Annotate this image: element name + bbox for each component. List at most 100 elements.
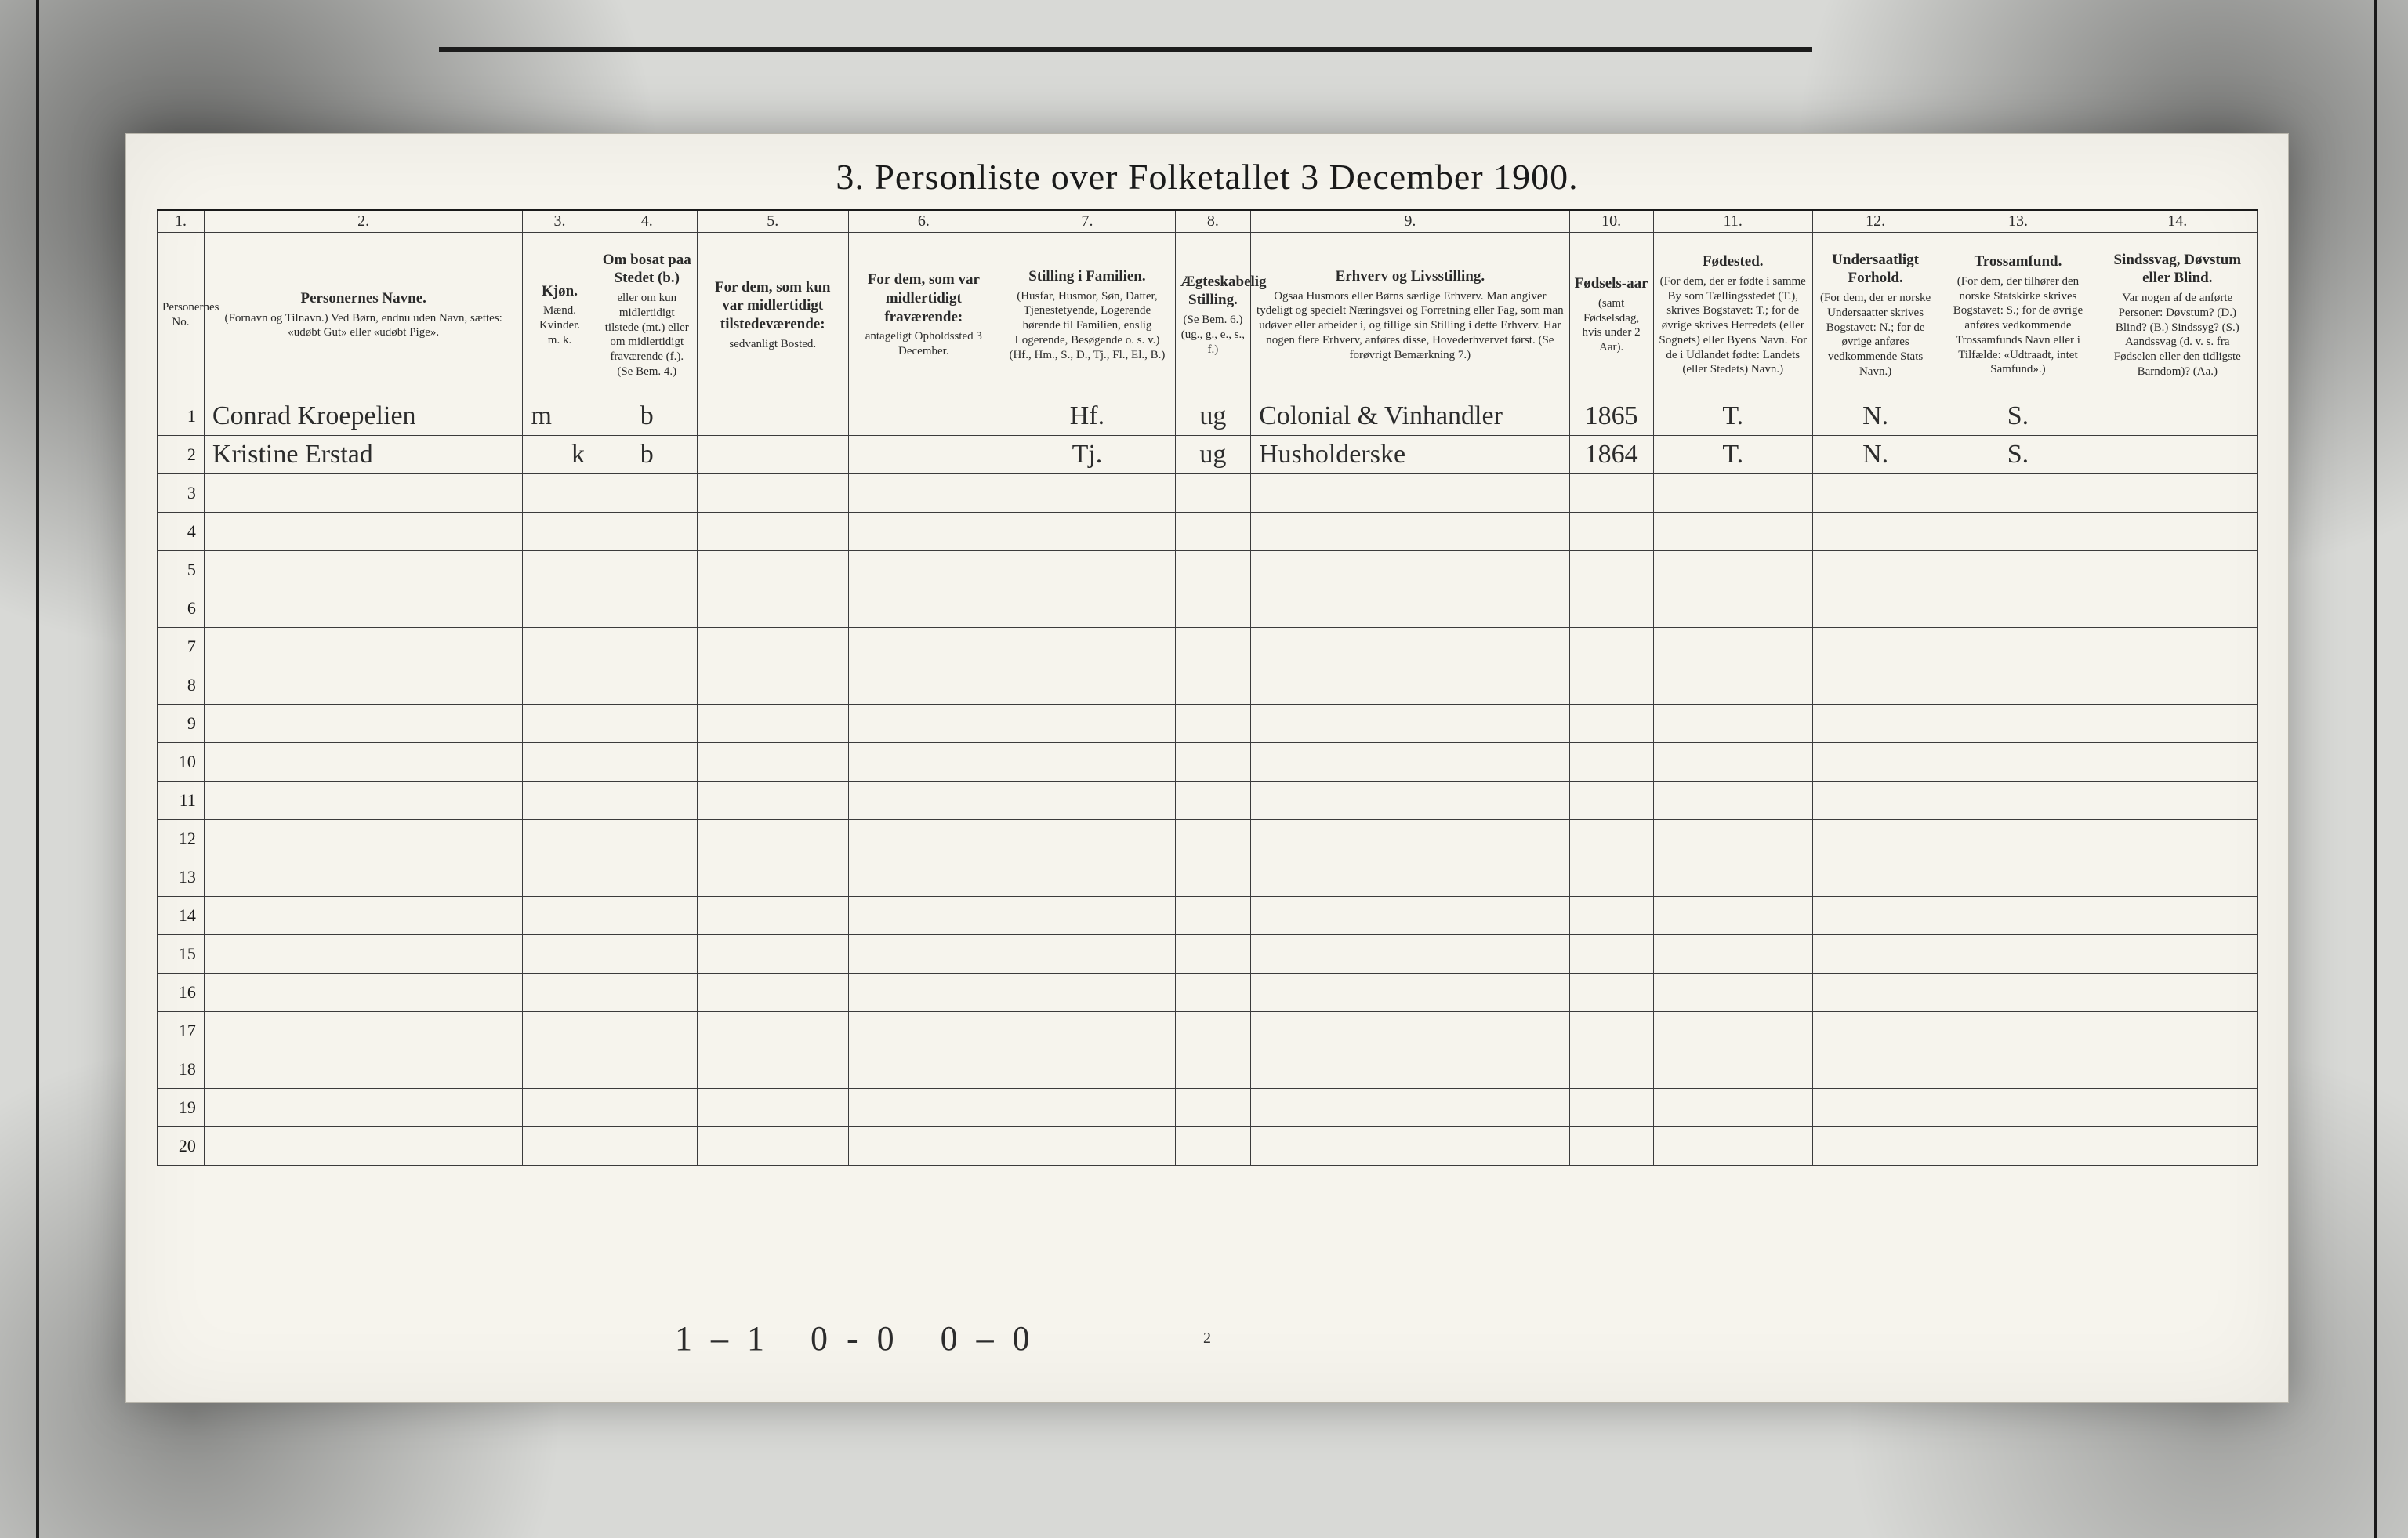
cell xyxy=(560,513,597,551)
cell xyxy=(2098,974,2257,1012)
table-row: 10 xyxy=(158,743,2258,782)
cell: Colonial & Vinhandler xyxy=(1251,397,1570,436)
cell: S. xyxy=(1938,397,2098,436)
cell xyxy=(2098,782,2257,820)
cell xyxy=(560,1050,597,1089)
cell xyxy=(1812,858,1938,897)
cell xyxy=(848,705,999,743)
cell xyxy=(560,782,597,820)
cell xyxy=(1938,935,2098,974)
hdr-family-pos-sub: (Husfar, Husmor, Søn, Datter, Tjenestety… xyxy=(1004,289,1170,363)
cell xyxy=(1653,666,1812,705)
cell xyxy=(848,397,999,436)
cell xyxy=(1812,1089,1938,1127)
cell xyxy=(1653,743,1812,782)
cell xyxy=(523,820,560,858)
cell xyxy=(999,1050,1176,1089)
table-row: 6 xyxy=(158,589,2258,628)
cell xyxy=(1653,897,1812,935)
cell xyxy=(848,436,999,474)
cell xyxy=(697,897,848,935)
row-number: 13 xyxy=(158,858,205,897)
colnum-2: 2. xyxy=(204,210,523,233)
cell: N. xyxy=(1812,397,1938,436)
cell xyxy=(697,1050,848,1089)
cell xyxy=(999,1127,1176,1166)
cell xyxy=(1812,1050,1938,1089)
cell xyxy=(999,589,1176,628)
cell xyxy=(523,513,560,551)
hdr-name-sub: (Fornavn og Tilnavn.) Ved Børn, endnu ud… xyxy=(209,311,518,341)
cell xyxy=(1251,897,1570,935)
cell xyxy=(1653,974,1812,1012)
cell xyxy=(1653,589,1812,628)
cell xyxy=(1938,474,2098,513)
cell xyxy=(999,935,1176,974)
cell xyxy=(2098,513,2257,551)
cell xyxy=(848,589,999,628)
cell xyxy=(999,628,1176,666)
hdr-disability-sub: Var nogen af de anførte Personer: Døvstu… xyxy=(2103,291,2252,379)
cell xyxy=(523,858,560,897)
cell xyxy=(1175,974,1250,1012)
cell xyxy=(1812,1127,1938,1166)
hdr-person-no-text: Personernes No. xyxy=(162,300,199,330)
cell xyxy=(1251,551,1570,589)
cell xyxy=(1938,897,2098,935)
hdr-temp-present-main: For dem, som kun var midlertidigt tilste… xyxy=(702,278,843,334)
cell xyxy=(697,1089,848,1127)
cell xyxy=(697,705,848,743)
cell: Hf. xyxy=(999,397,1176,436)
cell xyxy=(1812,782,1938,820)
cell: N. xyxy=(1812,436,1938,474)
cell xyxy=(204,551,523,589)
cell xyxy=(1569,1050,1653,1089)
row-number: 4 xyxy=(158,513,205,551)
cell xyxy=(2098,436,2257,474)
cell xyxy=(1569,589,1653,628)
cell xyxy=(1653,782,1812,820)
cell xyxy=(2098,1089,2257,1127)
cell: Conrad Kroepelien xyxy=(204,397,523,436)
cell xyxy=(1653,858,1812,897)
cell xyxy=(1812,935,1938,974)
cell xyxy=(697,782,848,820)
cell xyxy=(1569,858,1653,897)
cell xyxy=(1251,743,1570,782)
hdr-temp-absent: For dem, som var midlertidigt fraværende… xyxy=(848,233,999,397)
cell xyxy=(560,705,597,743)
cell xyxy=(848,820,999,858)
cell xyxy=(848,513,999,551)
cell xyxy=(204,666,523,705)
cell xyxy=(523,474,560,513)
cell xyxy=(1175,705,1250,743)
cell xyxy=(697,436,848,474)
cell xyxy=(560,974,597,1012)
cell xyxy=(597,474,697,513)
top-rule xyxy=(439,47,1812,52)
cell xyxy=(204,589,523,628)
cell xyxy=(1812,513,1938,551)
cell xyxy=(999,705,1176,743)
cell xyxy=(204,1050,523,1089)
colnum-7: 7. xyxy=(999,210,1176,233)
hdr-nationality-sub: (For dem, der er norske Undersaatter skr… xyxy=(1818,291,1933,379)
cell xyxy=(2098,628,2257,666)
cell xyxy=(597,589,697,628)
colnum-4: 4. xyxy=(597,210,697,233)
row-number: 7 xyxy=(158,628,205,666)
header-row: Personernes No. Personernes Navne. (Forn… xyxy=(158,233,2258,397)
cell xyxy=(1175,628,1250,666)
hdr-name: Personernes Navne. (Fornavn og Tilnavn.)… xyxy=(204,233,523,397)
cell xyxy=(204,935,523,974)
cell xyxy=(1653,551,1812,589)
cell xyxy=(697,974,848,1012)
cell xyxy=(999,782,1176,820)
cell xyxy=(1812,474,1938,513)
cell xyxy=(560,935,597,974)
cell xyxy=(848,974,999,1012)
cell xyxy=(1175,1012,1250,1050)
page-number: 2 xyxy=(126,1329,2288,1348)
film-edge-right xyxy=(2374,0,2377,1538)
hdr-sex-k: Kvinder. xyxy=(528,318,591,333)
